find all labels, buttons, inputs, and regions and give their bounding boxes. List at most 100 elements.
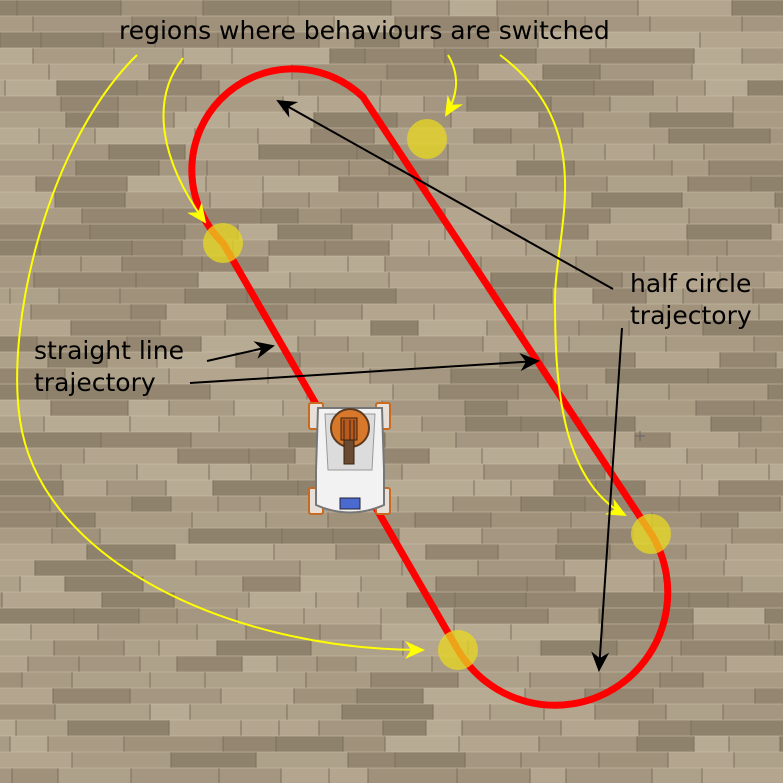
floor-plank bbox=[581, 416, 635, 432]
floor-plank bbox=[701, 512, 738, 528]
floor-plank bbox=[203, 0, 299, 16]
floor-plank bbox=[680, 480, 719, 496]
black-annotation-arrow bbox=[189, 353, 540, 384]
floor-plank bbox=[693, 624, 769, 640]
floor-plank bbox=[22, 672, 72, 688]
floor-plank bbox=[742, 16, 783, 32]
floor-plank bbox=[72, 672, 150, 688]
floor-plank bbox=[525, 688, 585, 704]
floor-plank bbox=[121, 0, 203, 16]
floor-plank bbox=[385, 736, 459, 752]
floor-plank bbox=[491, 512, 571, 528]
floor-plank bbox=[309, 192, 378, 208]
floor-plank bbox=[58, 768, 131, 783]
floor-plank bbox=[178, 448, 249, 464]
floor-plank bbox=[101, 432, 191, 448]
floor-plank bbox=[171, 752, 256, 768]
floor-plank bbox=[668, 752, 734, 768]
floor-plank bbox=[610, 208, 689, 224]
floor-plank bbox=[54, 640, 124, 656]
floor-plank bbox=[65, 576, 143, 592]
yellow-annotation-arrow bbox=[16, 54, 425, 659]
floor-plank bbox=[47, 384, 148, 400]
floor-plank bbox=[269, 240, 325, 256]
floor-plank bbox=[511, 624, 603, 640]
floor-plank bbox=[90, 224, 185, 240]
floor-plank bbox=[771, 224, 783, 240]
floor-plank bbox=[719, 480, 783, 496]
floor-plank bbox=[277, 656, 317, 672]
floor-plank bbox=[451, 112, 539, 128]
floor-plank bbox=[5, 80, 57, 96]
floor-plank bbox=[35, 560, 132, 576]
floor-plank bbox=[660, 672, 703, 688]
crosshair-icon bbox=[635, 431, 645, 441]
floor-plank bbox=[57, 80, 137, 96]
floor-plank bbox=[669, 384, 768, 400]
floor-plank bbox=[381, 624, 454, 640]
floor-plank bbox=[300, 560, 402, 576]
floor-plank bbox=[635, 352, 720, 368]
floor-plank bbox=[395, 752, 465, 768]
floor-plank bbox=[702, 304, 759, 320]
floor-plank bbox=[703, 672, 783, 688]
switch-region-circle bbox=[631, 514, 671, 554]
floor-plank bbox=[357, 688, 423, 704]
floor-plank bbox=[566, 768, 652, 783]
floor-plank bbox=[132, 496, 171, 512]
floor-plank bbox=[543, 64, 600, 80]
floor-plank bbox=[118, 96, 186, 112]
floor-plank bbox=[185, 288, 247, 304]
floor-plank bbox=[148, 384, 210, 400]
floor-plank bbox=[610, 96, 677, 112]
floor-plank bbox=[645, 480, 680, 496]
floor-plank bbox=[20, 576, 65, 592]
floor-plank bbox=[639, 720, 691, 736]
floor-plank bbox=[474, 480, 511, 496]
floor-plank bbox=[484, 464, 559, 480]
floor-plank bbox=[720, 352, 776, 368]
straight-line-label-line2: trajectory bbox=[34, 368, 156, 397]
floor-plank bbox=[95, 128, 195, 144]
floor-plank bbox=[422, 416, 466, 432]
floor-plank bbox=[166, 480, 213, 496]
floor-plank bbox=[395, 16, 498, 32]
floor-plank bbox=[652, 768, 702, 783]
floor-plank bbox=[343, 736, 385, 752]
floor-plank bbox=[429, 448, 482, 464]
floor-plank bbox=[166, 304, 227, 320]
floor-plank bbox=[124, 640, 159, 656]
floor-plank bbox=[451, 368, 547, 384]
floor-plank bbox=[317, 656, 356, 672]
floor-plank bbox=[0, 288, 10, 304]
floor-plank bbox=[65, 368, 169, 384]
floor-plank bbox=[102, 592, 174, 608]
half-circle-label: half circle bbox=[630, 269, 752, 298]
floor-plank bbox=[300, 352, 363, 368]
floor-plank bbox=[607, 400, 696, 416]
floor-plank bbox=[281, 768, 329, 783]
floor-plank bbox=[415, 512, 491, 528]
floor-plank bbox=[223, 736, 276, 752]
floor-plank bbox=[567, 272, 622, 288]
floor-plank bbox=[742, 576, 783, 592]
floor-plank bbox=[663, 304, 702, 320]
floor-plank bbox=[329, 768, 368, 783]
floor-plank bbox=[575, 576, 654, 592]
floor-plank bbox=[688, 176, 751, 192]
floor-plank bbox=[708, 368, 783, 384]
floor-plank bbox=[0, 16, 33, 32]
floor-plank bbox=[247, 288, 315, 304]
floor-plank bbox=[103, 32, 155, 48]
floor-plank bbox=[611, 448, 687, 464]
floor-plank bbox=[0, 400, 51, 416]
floor-plank bbox=[0, 176, 36, 192]
floor-plank bbox=[599, 656, 672, 672]
floor-plank bbox=[518, 384, 587, 400]
floor-plank bbox=[352, 224, 392, 240]
floor-plank bbox=[754, 336, 783, 352]
floor-plank bbox=[53, 688, 130, 704]
floor-plank bbox=[50, 496, 132, 512]
